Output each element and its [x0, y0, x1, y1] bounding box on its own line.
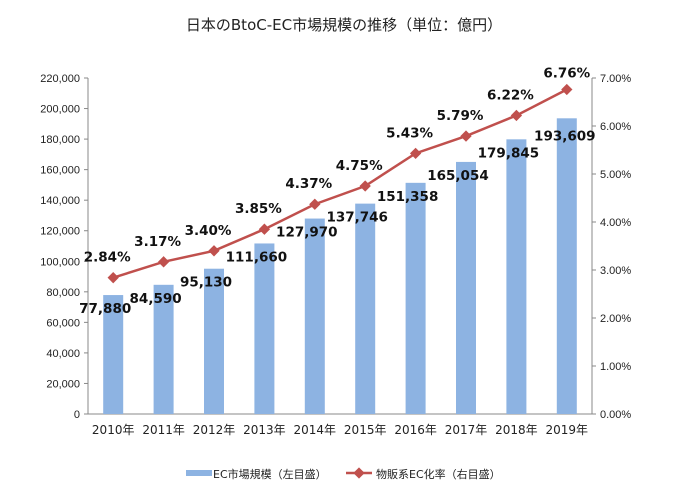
left-tick-label: 20,000	[46, 378, 80, 390]
right-tick-label: 2.00%	[600, 313, 631, 325]
line-point	[359, 180, 371, 192]
left-tick-label: 200,000	[40, 104, 80, 116]
line-data-label: 4.75%	[336, 158, 383, 174]
legend-line-marker	[353, 467, 365, 479]
line-point	[258, 223, 271, 235]
x-tick-label: 2011年	[142, 423, 185, 437]
left-tick-label: 100,000	[40, 256, 80, 268]
left-tick-label: 180,000	[40, 134, 80, 146]
left-tick-label: 40,000	[46, 348, 80, 360]
left-tick-label: 160,000	[40, 165, 80, 177]
x-tick-label: 2012年	[193, 423, 236, 437]
line-point	[208, 245, 220, 257]
x-tick-label: 2017年	[445, 423, 488, 437]
line-data-label: 5.79%	[437, 108, 484, 124]
x-tick-label: 2010年	[92, 423, 135, 437]
left-tick-label: 80,000	[46, 287, 80, 299]
bar	[405, 182, 426, 414]
bar	[304, 218, 325, 414]
bar-data-label: 77,880	[79, 301, 131, 317]
chart-title: 日本のBtoC-EC市場規模の推移（単位：億円）	[186, 16, 502, 34]
left-tick-label: 140,000	[40, 195, 80, 207]
legend-line-label: 物販系EC化率（右目盛）	[376, 467, 501, 481]
x-tick-label: 2016年	[394, 423, 437, 437]
right-tick-label: 4.00%	[600, 217, 631, 229]
line-point	[107, 272, 119, 284]
bar-data-label: 111,660	[226, 249, 288, 265]
bar	[456, 161, 476, 414]
right-tick-label: 7.00%	[600, 73, 631, 85]
bar-data-label: 137,746	[326, 210, 388, 226]
bar-data-label: 193,609	[534, 128, 596, 144]
line-data-label: 6.22%	[487, 87, 534, 103]
bar	[556, 118, 577, 415]
x-tick-label: 2015年	[344, 423, 387, 437]
x-tick-label: 2019年	[546, 423, 589, 437]
right-tick-label: 1.00%	[600, 361, 631, 373]
bar-data-label: 127,970	[276, 225, 338, 241]
bar	[204, 268, 224, 414]
legend-bar-label: EC市場規模（左目盛）	[213, 467, 327, 481]
left-tick-label: 60,000	[46, 317, 80, 329]
line-point	[157, 256, 170, 268]
right-tick-label: 0.00%	[600, 409, 631, 421]
right-tick-label: 6.00%	[600, 121, 631, 133]
bar	[355, 203, 376, 414]
line-data-label: 6.76%	[543, 66, 590, 82]
right-tick-label: 3.00%	[600, 265, 631, 277]
left-tick-label: 120,000	[40, 226, 80, 238]
line-data-label: 3.85%	[235, 201, 282, 217]
bar-data-label: 84,590	[130, 291, 182, 307]
line-data-label: 3.17%	[134, 234, 181, 250]
line-point	[309, 198, 321, 210]
bar-data-label: 95,130	[180, 275, 232, 291]
x-tick-label: 2013年	[243, 423, 286, 437]
left-tick-label: 0	[74, 409, 80, 421]
bar-data-label: 165,054	[427, 168, 489, 184]
bar-data-label: 151,358	[377, 189, 439, 205]
left-tick-label: 220,000	[40, 73, 80, 85]
line-series	[112, 88, 568, 279]
bar	[103, 295, 124, 414]
line-point	[510, 109, 523, 122]
bar-data-label: 179,845	[478, 145, 540, 161]
line-data-label: 2.84%	[84, 250, 131, 266]
bar	[254, 243, 275, 414]
x-tick-label: 2018年	[495, 423, 538, 437]
x-tick-label: 2014年	[294, 423, 337, 437]
line-point	[460, 130, 472, 142]
line-point	[561, 83, 573, 96]
legend-bar-swatch	[186, 470, 212, 476]
bar	[153, 284, 174, 414]
right-tick-label: 5.00%	[600, 169, 631, 181]
line-point	[409, 147, 422, 160]
line-data-label: 5.43%	[386, 125, 433, 141]
line-data-label: 4.37%	[285, 176, 332, 192]
line-data-label: 3.40%	[185, 223, 232, 239]
bar	[506, 139, 527, 414]
legend: EC市場規模（左目盛） 物販系EC化率（右目盛）	[186, 467, 501, 481]
